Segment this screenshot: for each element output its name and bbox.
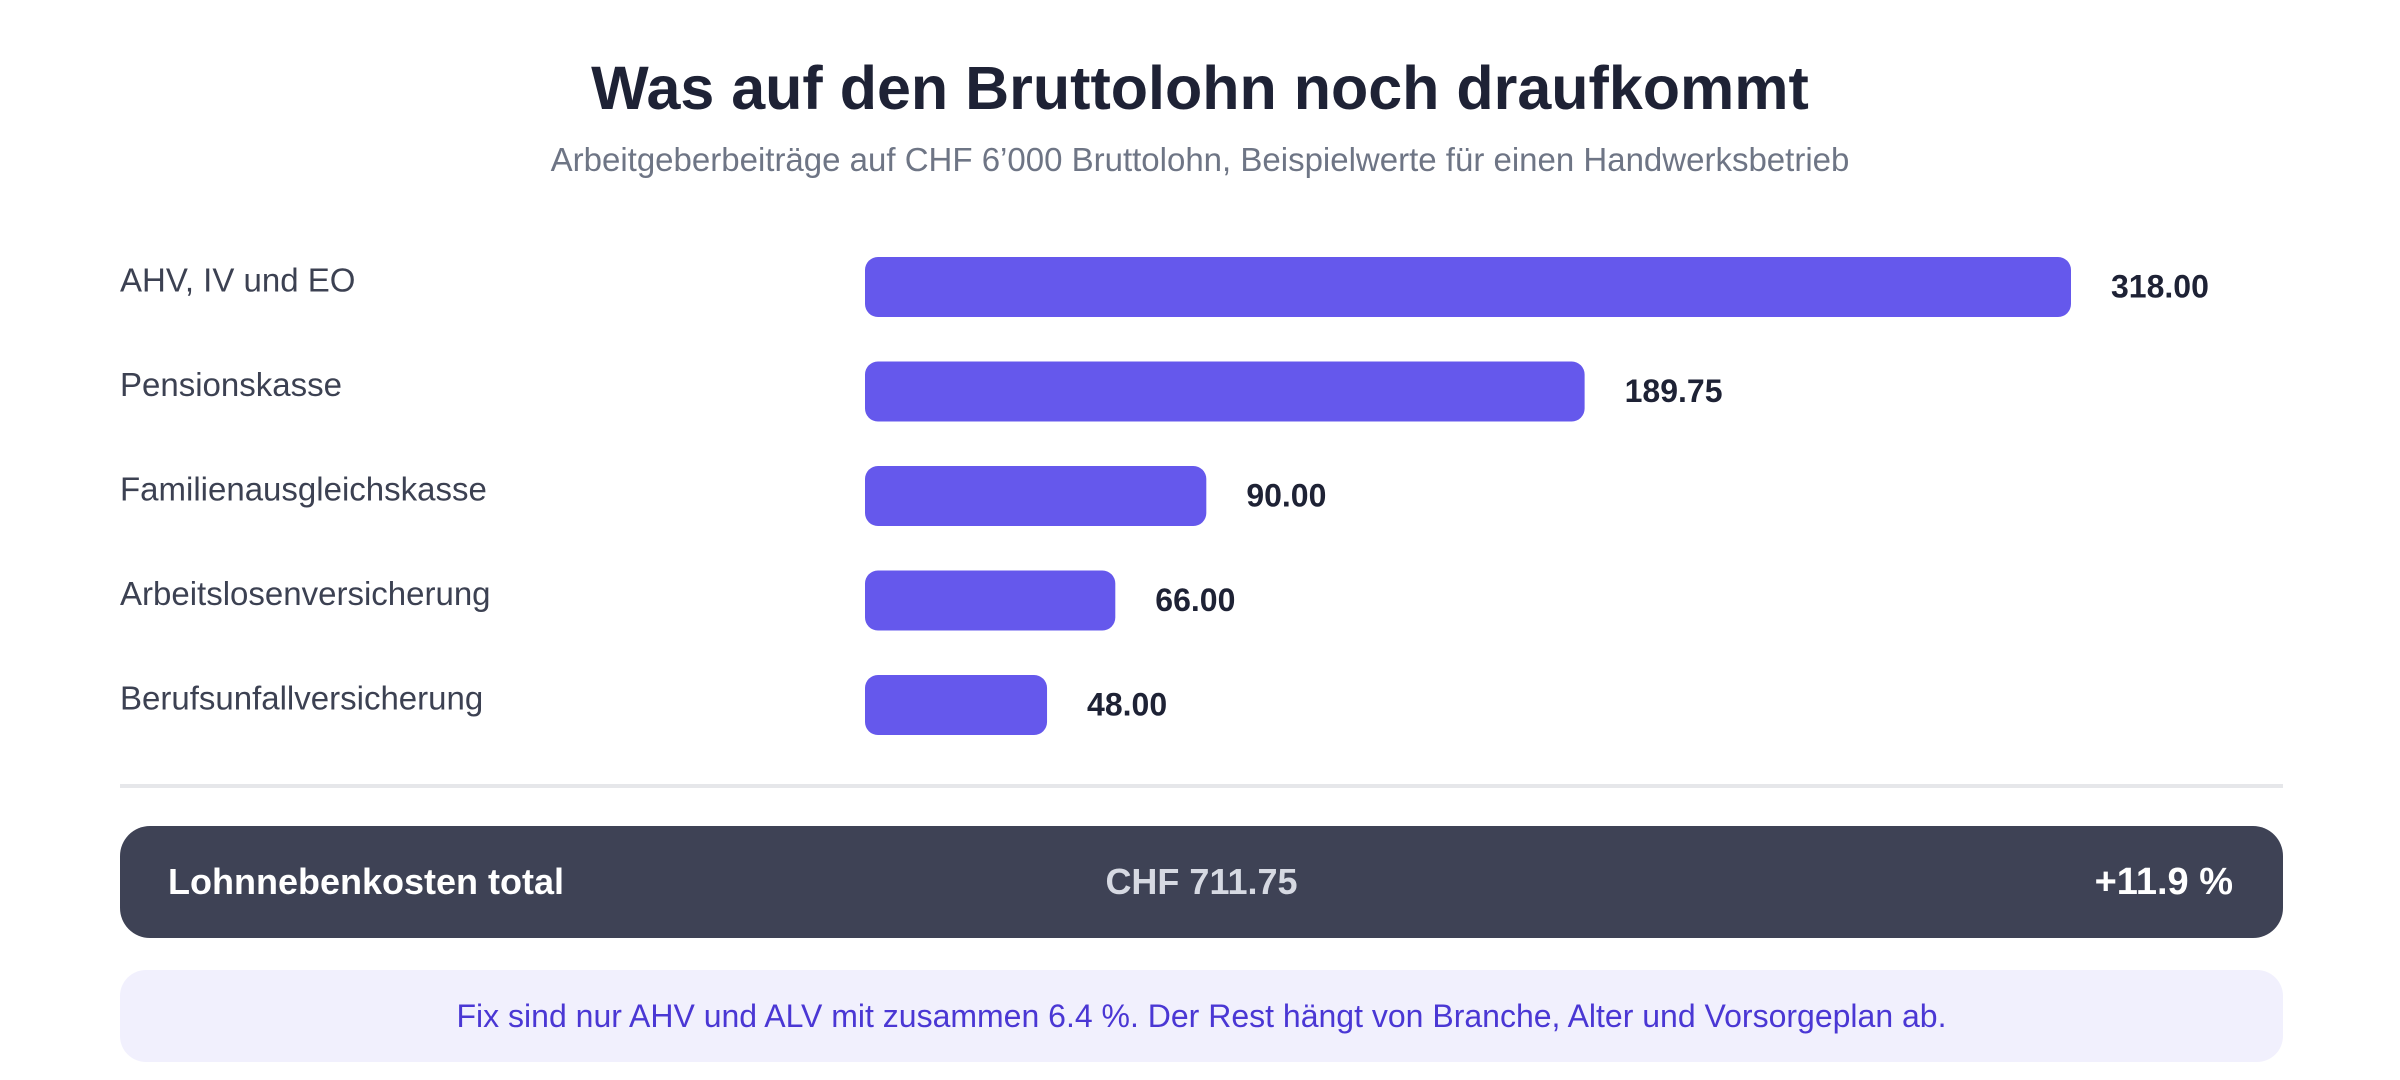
bar — [865, 257, 2071, 317]
category-label: Familienausgleichskasse — [120, 471, 487, 508]
divider — [120, 784, 2283, 788]
value-label: 189.75 — [1625, 373, 1723, 409]
info-note: Fix sind nur AHV und ALV mit zusammen 6.… — [120, 970, 2283, 1062]
bar-chart: AHV, IV und EO 318.00 Pensionskasse 189.75 F… — [120, 257, 2209, 735]
category-label: AHV, IV und EO — [120, 262, 355, 299]
category-label: Berufsunfallversicherung — [120, 680, 483, 717]
value-label: 318.00 — [2111, 268, 2209, 304]
value-label: 90.00 — [1246, 477, 1326, 513]
value-label: 66.00 — [1155, 582, 1235, 618]
total-amount: CHF 711.75 — [1105, 861, 1298, 902]
bar — [865, 675, 1048, 735]
category-label: Pensionskasse — [120, 366, 342, 403]
value-label: 48.00 — [1087, 686, 1167, 722]
bar — [865, 570, 1116, 631]
chart-title: Was auf den Bruttolohn noch draufkommt — [591, 54, 1809, 122]
total-summary-bar: Lohnnebenkosten total CHF 711.75 +11.9 % — [120, 826, 2283, 938]
chart-subtitle: Arbeitgeberbeiträge auf CHF 6’000 Brutto… — [550, 141, 1850, 178]
bar — [865, 466, 1207, 526]
category-label: Arbeitslosenversicherung — [120, 575, 491, 612]
total-label: Lohnnebenkosten total — [168, 861, 564, 902]
bar — [865, 361, 1585, 422]
total-percent: +11.9 % — [2094, 861, 2233, 903]
